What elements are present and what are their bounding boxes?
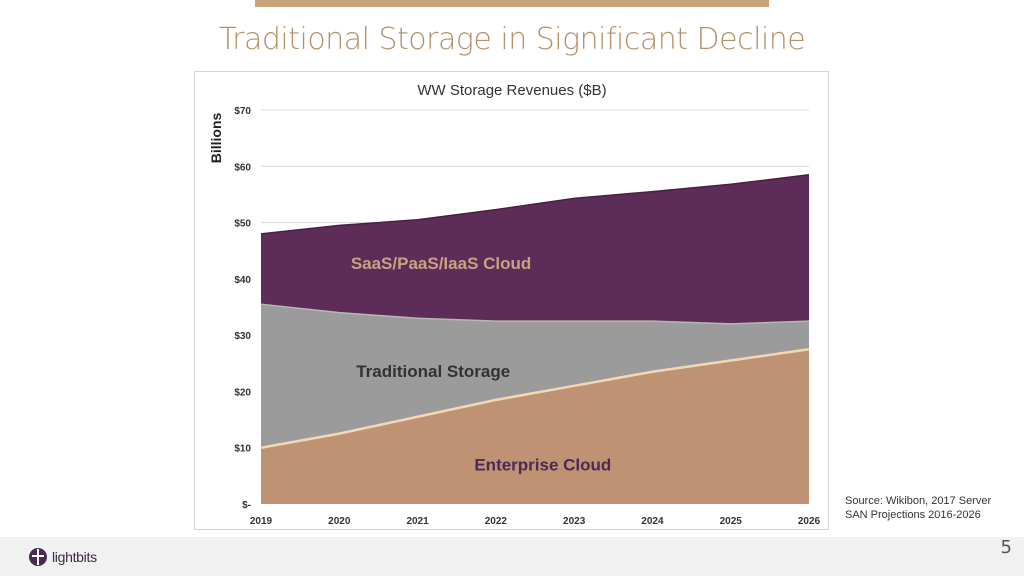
area-chart: WW Storage Revenues ($B) Billions $- $10 $… — [208, 82, 821, 527]
x-tick-label: 2023 — [563, 516, 586, 527]
edge-saas-paas-iaas-cloud — [260, 173, 810, 235]
x-tick-label: 2021 — [406, 516, 429, 527]
source-line-2: SAN Projections 2016-2026 — [845, 509, 981, 521]
x-tick-label: 2019 — [250, 516, 273, 527]
source-note: Source: Wikibon, 2017 Server SAN Project… — [845, 494, 1015, 522]
y-tick-label: $20 — [234, 387, 251, 398]
x-tick-label: 2020 — [328, 516, 351, 527]
x-tick-label: 2022 — [485, 516, 508, 527]
source-line-1: Source: Wikibon, 2017 Server — [845, 495, 992, 507]
y-tick-label: $70 — [234, 106, 251, 117]
y-tick-label: $60 — [234, 162, 251, 173]
series-label-saas-paas-iaas-cloud: SaaS/PaaS/IaaS Cloud — [351, 254, 531, 273]
y-tick-label: $30 — [234, 331, 251, 342]
title-accent-bar — [255, 0, 769, 7]
y-tick-label: $40 — [234, 275, 251, 286]
lightbits-logo: lightbits — [28, 546, 97, 568]
slide-title: Traditional Storage in Significant Decli… — [218, 22, 806, 57]
x-tick-label: 2024 — [641, 516, 664, 527]
logo-text: lightbits — [52, 549, 97, 565]
chart-frame: WW Storage Revenues ($B) Billions $- $10 $… — [194, 71, 829, 530]
area-enterprise-cloud — [261, 349, 809, 504]
series-label-enterprise-cloud: Enterprise Cloud — [474, 456, 611, 475]
series-label-traditional-storage: Traditional Storage — [356, 362, 510, 381]
chart-title: WW Storage Revenues ($B) — [417, 82, 606, 99]
footer-band — [0, 537, 1024, 576]
lightbits-logo-icon — [29, 548, 47, 566]
y-tick-label: $10 — [234, 444, 251, 455]
y-tick-label: $50 — [234, 219, 251, 230]
edge-enterprise-cloud — [260, 347, 810, 449]
y-tick-label: $- — [242, 500, 251, 511]
area-traditional-storage — [261, 304, 809, 448]
page-number: 5 — [1000, 537, 1012, 558]
edge-traditional-storage — [260, 303, 810, 325]
x-tick-label: 2026 — [798, 516, 821, 527]
y-axis-label: Billions — [208, 113, 224, 164]
area-saas-paas-iaas-cloud — [261, 174, 809, 324]
x-tick-label: 2025 — [720, 516, 743, 527]
